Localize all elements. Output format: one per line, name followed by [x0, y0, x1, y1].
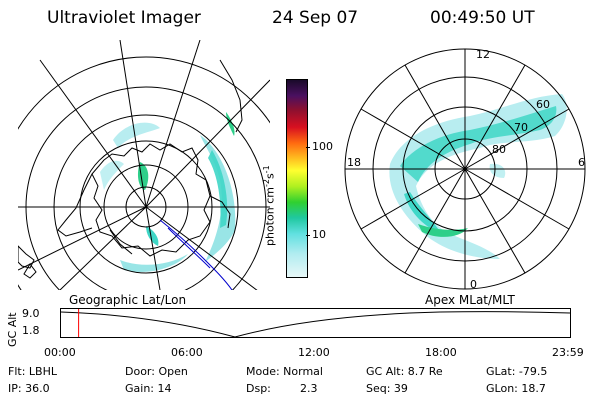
magnetic-label: Apex MLat/MLT — [425, 293, 515, 307]
colorbar-tick-100 — [306, 147, 310, 148]
timeline-xtick-0600: 06:00 — [171, 346, 203, 359]
colorbar-label-10: 10 — [312, 228, 326, 241]
status-door: Door: Open — [125, 365, 188, 378]
time-label: 00:49:50 UT — [430, 8, 535, 28]
timeline-xtick-0000: 00:00 — [44, 346, 76, 359]
unit-mid: s — [263, 173, 277, 180]
geographic-label: Geographic Lat/Lon — [69, 293, 187, 307]
timeline-xtick-2359: 23:59 — [552, 346, 584, 359]
altitude-timeline — [60, 308, 571, 338]
status-gc-alt: GC Alt: 8.7 Re — [366, 365, 443, 378]
unit-main: photon cm — [263, 187, 277, 246]
unit-exp1: -2 — [262, 179, 271, 188]
colorbar-tick-10 — [306, 235, 310, 236]
mlt-label-0: 0 — [470, 278, 477, 291]
mlt-label-6: 6 — [578, 156, 585, 169]
colorbar-label-100: 100 — [312, 140, 333, 153]
mlt-label-18: 18 — [347, 156, 361, 169]
status-mode: Mode: Normal — [246, 365, 323, 378]
mlat-label-80: 80 — [492, 143, 506, 156]
timeline-ytick-low: 1.8 — [22, 324, 40, 337]
mlat-label-70: 70 — [514, 121, 528, 134]
instrument-title: Ultraviolet Imager — [47, 8, 201, 28]
date-label: 24 Sep 07 — [272, 8, 359, 28]
magnetic-polar-plot — [344, 48, 586, 290]
unit-exp2: -1 — [262, 165, 271, 174]
colorbar-unit-label: photon cm-2s-1 — [262, 165, 277, 246]
status-glat: GLat: -79.5 — [486, 365, 548, 378]
status-dsp-value: 2.3 — [300, 382, 318, 395]
status-seq: Seq: 39 — [366, 382, 408, 395]
mlt-label-12: 12 — [476, 48, 490, 61]
colorbar — [286, 79, 308, 278]
status-filter: Flt: LBHL — [8, 365, 57, 378]
aurora-oval-magnetic — [389, 94, 567, 259]
aurora-oval-geographic — [100, 112, 236, 273]
status-ip: IP: 36.0 — [8, 382, 50, 395]
altitude-curve — [60, 311, 571, 338]
status-gain: Gain: 14 — [125, 382, 172, 395]
timeline-ytick-high: 9.0 — [22, 307, 40, 320]
geographic-map — [18, 40, 270, 290]
status-dsp: Dsp: — [246, 382, 271, 395]
timeline-xtick-1800: 18:00 — [425, 346, 457, 359]
mlat-label-60: 60 — [536, 98, 550, 111]
status-glon: GLon: 18.7 — [486, 382, 546, 395]
timeline-xtick-1200: 12:00 — [298, 346, 330, 359]
timeline-axis-label: GC Alt — [6, 312, 19, 347]
